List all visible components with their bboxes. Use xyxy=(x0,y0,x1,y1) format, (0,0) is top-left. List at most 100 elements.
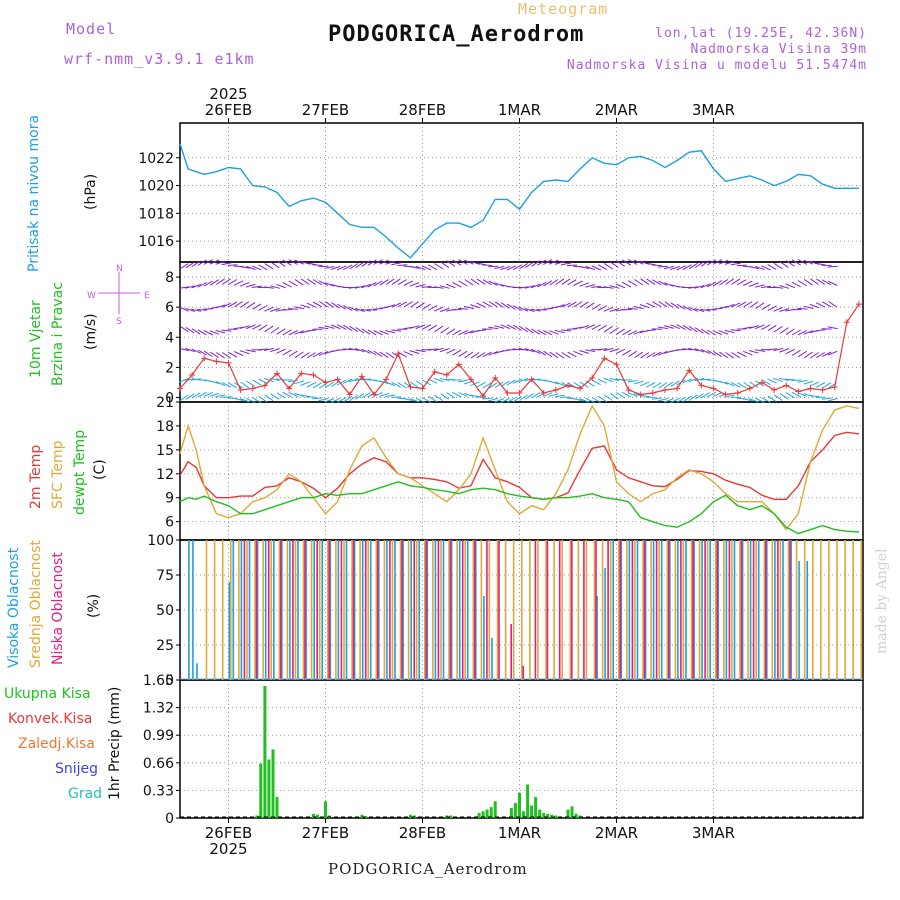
wind-barb xyxy=(815,329,826,332)
wind-barb xyxy=(337,303,347,310)
wind-barb xyxy=(719,278,728,286)
wind-barb xyxy=(773,394,783,401)
wind-barb xyxy=(827,265,838,268)
wind-barb xyxy=(403,280,414,286)
wind-barb xyxy=(258,305,268,311)
cloud-high-bar xyxy=(345,540,348,680)
wind-barb xyxy=(470,381,480,387)
wind-barb xyxy=(434,263,444,270)
cloud-mid-bar xyxy=(496,540,499,680)
cloud-high-bar xyxy=(652,540,655,680)
wind-barb xyxy=(179,286,190,289)
cloud-high-bar xyxy=(426,540,429,680)
y-tick-label: 6 xyxy=(165,300,174,316)
wind-barb xyxy=(700,308,711,312)
wind-barb xyxy=(604,394,613,401)
bottom-day-label: 27FEB xyxy=(302,824,349,842)
wind-barb xyxy=(500,324,511,330)
cloud-low-bar xyxy=(607,540,609,680)
precip-bar xyxy=(263,685,267,818)
wind-barb xyxy=(633,259,644,265)
cloud-high-bar xyxy=(709,540,711,680)
wind-barb xyxy=(276,392,286,399)
precip-legend-freezing: Zaledj.Kisa xyxy=(18,736,95,752)
cloud-mid-bar xyxy=(755,540,757,680)
model-elevation-label: Nadmorska Visina u modelu 51.5474m xyxy=(566,58,867,73)
cloud-high-bar xyxy=(289,540,291,680)
cloud-low-bar xyxy=(655,540,658,680)
wind-barb xyxy=(197,329,207,336)
wind-barb xyxy=(312,264,323,266)
wind-barb xyxy=(270,261,280,269)
cloud-high-bar xyxy=(483,596,485,680)
wind-barb xyxy=(767,378,777,384)
wind-barb xyxy=(645,262,656,266)
cloud-low-bar xyxy=(728,540,731,680)
cloud-high-bar xyxy=(604,568,606,680)
wind-barb xyxy=(476,302,486,308)
wind-barb xyxy=(664,325,674,329)
wind-barb xyxy=(179,394,189,402)
wind-barb xyxy=(348,377,359,383)
wind-barb xyxy=(482,351,492,358)
cloud-low-bar xyxy=(534,540,537,680)
cloud-low-bar xyxy=(474,540,476,680)
wind-barb xyxy=(506,397,516,403)
cloud-high-bar xyxy=(313,540,315,680)
wind-barb xyxy=(409,325,420,329)
wind-barb xyxy=(306,278,316,285)
wind-barb xyxy=(379,279,389,286)
cloud-high-bar xyxy=(458,540,461,680)
cloud-mid-bar xyxy=(779,540,782,680)
wind-barb xyxy=(506,303,516,310)
wind-barb xyxy=(730,302,741,308)
wind-barb xyxy=(591,265,602,271)
wind-barb xyxy=(573,301,583,308)
wind-barb xyxy=(537,259,547,266)
cloud-mid-bar xyxy=(262,540,264,680)
cloud-mid-bar xyxy=(723,540,725,680)
wind-barb xyxy=(603,325,613,333)
precip-bar xyxy=(513,802,517,818)
wind-barb xyxy=(252,324,262,330)
cloud-low-bar xyxy=(389,540,391,680)
wind-barb xyxy=(458,330,468,336)
wind-barb xyxy=(325,301,334,308)
cloud-high-bar xyxy=(798,561,800,680)
wind-barb xyxy=(682,264,692,271)
wind-barb xyxy=(410,301,419,308)
wind-barb xyxy=(609,285,620,289)
wind-barb xyxy=(743,350,753,356)
cloud-mid-bar xyxy=(367,540,369,680)
wind-barb xyxy=(482,264,493,266)
wind-barb xyxy=(718,380,729,385)
y-tick-label: 6 xyxy=(165,515,174,531)
wind-barb xyxy=(518,347,529,352)
wind-barb xyxy=(754,284,765,288)
cloud-high-bar xyxy=(196,663,198,680)
wind-barb xyxy=(597,348,608,351)
wind-barb xyxy=(300,381,311,386)
wind-barb xyxy=(427,348,438,351)
wind-barb xyxy=(318,326,329,330)
cloud-high-bar xyxy=(774,540,776,680)
wind-barb xyxy=(209,380,220,385)
cloud-high-bar xyxy=(353,540,356,680)
wind-barb xyxy=(270,348,280,353)
wind-barb xyxy=(458,259,468,265)
wind-barb xyxy=(500,302,510,309)
wind-barb xyxy=(713,350,722,358)
wind-barb xyxy=(597,305,607,311)
cloud-high-bar xyxy=(410,540,412,680)
wind-barb xyxy=(216,278,225,285)
cloud-mid-bar xyxy=(698,540,701,680)
wind-barb xyxy=(342,348,353,351)
cloud-low-bar xyxy=(777,540,779,680)
wind-barb xyxy=(627,307,638,310)
wind-barb xyxy=(809,303,820,309)
wind-barb xyxy=(773,262,783,270)
wind-barb xyxy=(282,282,292,288)
wind-barb xyxy=(627,379,638,383)
y-tick-label: 50 xyxy=(156,603,174,619)
cloud-mid-bar xyxy=(674,540,677,680)
